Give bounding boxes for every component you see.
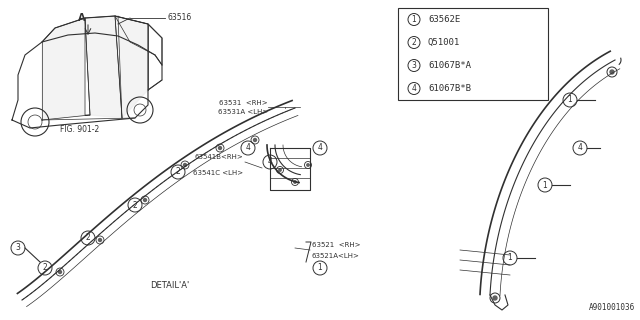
Circle shape <box>279 169 281 171</box>
Text: 63541B<RH>: 63541B<RH> <box>195 154 243 160</box>
Text: 3: 3 <box>412 61 417 70</box>
Polygon shape <box>42 18 90 120</box>
Circle shape <box>99 238 102 242</box>
Circle shape <box>58 270 61 274</box>
Text: 63521A<LH>: 63521A<LH> <box>312 253 360 259</box>
Text: 61067B*A: 61067B*A <box>428 61 471 70</box>
Circle shape <box>493 296 497 300</box>
Text: Q51001: Q51001 <box>428 38 460 47</box>
Text: 63531A <LH>: 63531A <LH> <box>218 109 268 115</box>
Text: 3: 3 <box>15 244 20 252</box>
Text: 1: 1 <box>543 180 547 189</box>
Text: 4: 4 <box>317 143 323 153</box>
Circle shape <box>184 164 186 166</box>
Text: 2: 2 <box>43 263 47 273</box>
Circle shape <box>218 147 221 149</box>
Polygon shape <box>115 16 148 118</box>
Text: 63531  <RH>: 63531 <RH> <box>220 100 268 106</box>
Text: 4: 4 <box>268 157 273 166</box>
Text: 63541C <LH>: 63541C <LH> <box>193 170 243 176</box>
Circle shape <box>610 70 614 74</box>
Text: 63562E: 63562E <box>428 15 460 24</box>
Text: 1: 1 <box>412 15 417 24</box>
Text: 61067B*B: 61067B*B <box>428 84 471 93</box>
Text: 4: 4 <box>577 143 582 153</box>
Circle shape <box>307 164 309 166</box>
Text: 4: 4 <box>246 143 250 153</box>
Text: 2: 2 <box>86 234 90 243</box>
Text: A: A <box>78 13 86 23</box>
Text: 2: 2 <box>132 201 138 210</box>
Text: DETAIL'A': DETAIL'A' <box>150 281 189 290</box>
Text: 1: 1 <box>508 253 513 262</box>
Text: A901001036: A901001036 <box>589 303 635 312</box>
Circle shape <box>143 198 147 202</box>
Text: 1: 1 <box>317 263 323 273</box>
Bar <box>398 8 548 100</box>
Polygon shape <box>85 16 122 118</box>
Text: 2: 2 <box>412 38 417 47</box>
Text: 63516: 63516 <box>167 13 191 22</box>
Text: 4: 4 <box>412 84 417 93</box>
Circle shape <box>294 181 296 183</box>
Text: 63521  <RH>: 63521 <RH> <box>312 242 360 248</box>
Circle shape <box>253 139 257 141</box>
Text: FIG. 901-2: FIG. 901-2 <box>60 125 99 134</box>
Text: 2: 2 <box>175 167 180 177</box>
Text: 1: 1 <box>568 95 572 105</box>
